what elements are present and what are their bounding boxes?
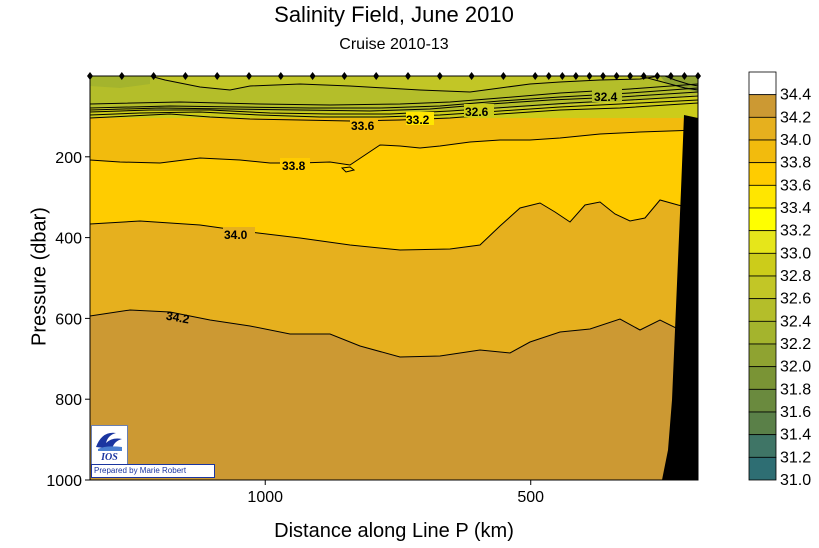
contour-33.8 [89, 129, 699, 166]
band-surface-fresh [90, 76, 150, 88]
colorbar-label: 33.8 [780, 155, 811, 172]
seafloor [662, 115, 698, 480]
colorbar-label: 32.4 [780, 313, 811, 330]
colorbar-label: 31.8 [780, 381, 811, 398]
colorbar-swatch [748, 94, 777, 118]
colorbar-label: 31.6 [780, 404, 811, 421]
colorbar-label: 34.2 [780, 109, 811, 126]
band-surface-32.4 [150, 76, 660, 92]
contour-33.4 [89, 99, 699, 118]
contour-label-34.0: 34.0 [224, 228, 248, 242]
colorbar-label: 34.4 [780, 87, 811, 104]
colorbar-label: 33.0 [780, 245, 811, 262]
colorbar-swatch [748, 456, 777, 481]
chart-subtitle: Cruise 2010-13 [339, 36, 449, 53]
colorbar-label: 32.2 [780, 336, 811, 353]
colorbar-swatch [748, 71, 777, 96]
contour-34.2 [89, 309, 698, 358]
contour-33.2 [89, 95, 699, 115]
colorbar-swatch [748, 139, 777, 164]
colorbar-swatch [748, 230, 777, 254]
contour-32.4 [149, 75, 661, 93]
x-tick-label: 1000 [247, 489, 283, 506]
band-32.6-33.0 [90, 95, 698, 118]
colorbar-swatch [748, 343, 777, 368]
band-surface-fresh-east [660, 76, 698, 92]
y-tick-label: 1000 [46, 473, 82, 490]
chart-title: Salinity Field, June 2010 [274, 2, 514, 27]
colorbar-label: 32.6 [780, 291, 811, 308]
contour-label-34.2: 34.2 [165, 309, 191, 327]
colorbar-swatch [748, 411, 777, 436]
colorbar-label: 34.0 [780, 132, 811, 149]
plot-frame [89, 75, 699, 481]
colorbar-label: 33.6 [780, 177, 811, 194]
contour-label-32.6: 32.6 [465, 105, 489, 119]
colorbar: 34.4 34.2 34.0 33.8 33.6 33.4 33.2 33.0 32.8 32.6… [748, 71, 811, 489]
contour-label-33.6: 33.6 [351, 119, 375, 133]
colorbar-swatch [748, 275, 777, 300]
colorbar-swatch [748, 116, 777, 141]
colorbar-swatch [748, 207, 777, 232]
colorbar-swatch [748, 366, 777, 390]
y-tick-label: 200 [55, 150, 82, 167]
contour-33.0 [89, 91, 699, 112]
colorbar-swatch [748, 252, 777, 277]
colorbar-label: 32.8 [780, 268, 811, 285]
ios-logo: IOS [91, 425, 128, 465]
contour-labels: 33.6 33.2 32.6 32.4 33.8 34.0 34.2 [165, 89, 622, 327]
colorbar-label: 31.2 [780, 449, 811, 466]
y-tick-label: 800 [55, 392, 82, 409]
y-axis: 200 400 600 800 1000 [46, 150, 90, 490]
colorbar-label: 32.0 [780, 359, 811, 376]
band-34.2-34.4 [90, 310, 698, 480]
colorbar-swatch [748, 184, 777, 209]
contour-label-32.4: 32.4 [594, 90, 618, 104]
contour-34.0 [89, 199, 699, 251]
contour-label-33.2: 33.2 [406, 113, 430, 127]
colorbar-swatch [748, 434, 777, 458]
ios-logo-text: IOS [101, 452, 118, 463]
x-axis: 1000 500 [247, 480, 544, 506]
x-axis-label: Distance along Line P (km) [274, 520, 514, 542]
contour-32.2 [639, 75, 699, 91]
credit-label: Prepared by Marie Robert [91, 464, 215, 478]
x-tick-label: 500 [517, 489, 544, 506]
y-tick-label: 400 [55, 231, 82, 248]
colorbar-label: 31.0 [780, 472, 811, 489]
plot-area: 33.6 33.2 32.6 32.4 33.8 34.0 34.2 [87, 72, 701, 481]
band-33.6-33.8 [90, 118, 698, 165]
wave-logo-icon [96, 432, 122, 451]
colorbar-label: 33.2 [780, 223, 811, 240]
colorbar-swatch [748, 388, 777, 413]
colorbar-swatch [748, 298, 777, 322]
colorbar-label: 31.4 [780, 427, 811, 444]
y-axis-label: Pressure (dbar) [28, 207, 51, 346]
colorbar-label: 33.4 [780, 200, 811, 217]
colorbar-swatch [748, 162, 777, 186]
y-tick-label: 600 [55, 311, 82, 328]
colorbar-swatch [748, 320, 777, 345]
contour-33.8-eddy [340, 166, 356, 173]
contour-label-33.8: 33.8 [282, 159, 306, 173]
